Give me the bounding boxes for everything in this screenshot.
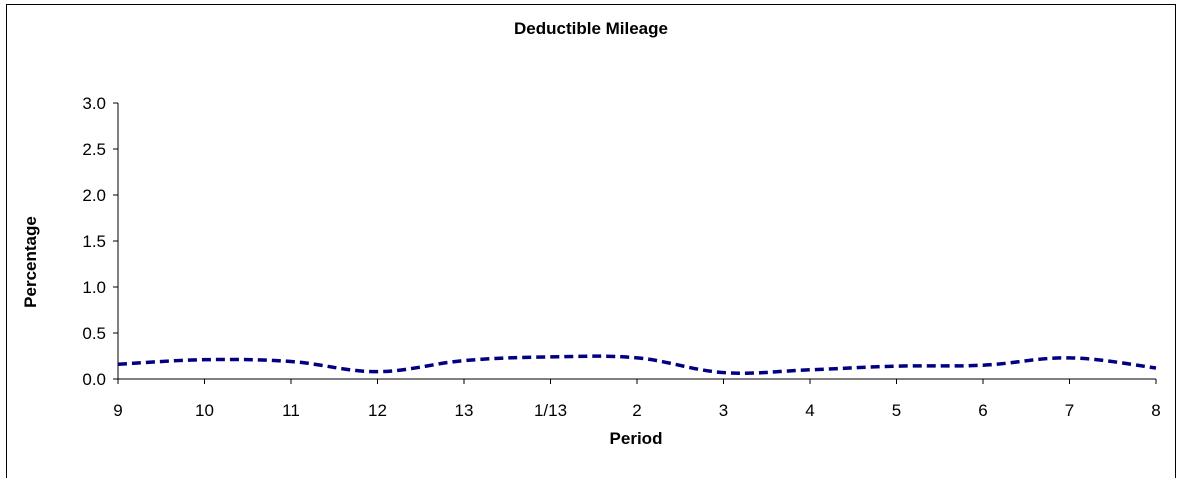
y-tick-label: 1.0 [82,278,106,297]
x-tick-label: 11 [282,401,300,420]
chart-frame [6,4,1176,478]
x-tick-label: 1/13 [534,401,567,420]
x-tick-label: 10 [195,401,214,420]
x-axis-title: Period [610,429,663,448]
y-ticks: 0.0 0.5 1.0 1.5 2.0 2.5 3.0 [82,94,118,389]
series-line [117,354,1157,375]
y-tick-label: 1.5 [82,232,106,251]
x-tick-label: 8 [1151,401,1160,420]
x-ticks: 9 10 11 12 13 1/13 2 3 4 5 6 7 8 [113,379,1161,420]
series-group [117,354,1157,375]
x-tick-label: 12 [368,401,387,420]
y-tick-label: 2.0 [82,186,106,205]
x-tick-label: 2 [632,401,641,420]
x-tick-label: 13 [455,401,474,420]
x-tick-label: 6 [978,401,987,420]
y-tick-label: 2.5 [82,140,106,159]
y-axis-title: Percentage [21,216,40,308]
x-tick-label: 3 [719,401,728,420]
x-tick-label: 9 [113,401,122,420]
y-tick-label: 0.5 [82,324,106,343]
chart-title: Deductible Mileage [514,19,668,38]
y-tick-label: 0.0 [82,370,106,389]
x-tick-label: 5 [892,401,901,420]
x-tick-label: 7 [1065,401,1074,420]
x-tick-label: 4 [805,401,814,420]
y-tick-label: 3.0 [82,94,106,113]
